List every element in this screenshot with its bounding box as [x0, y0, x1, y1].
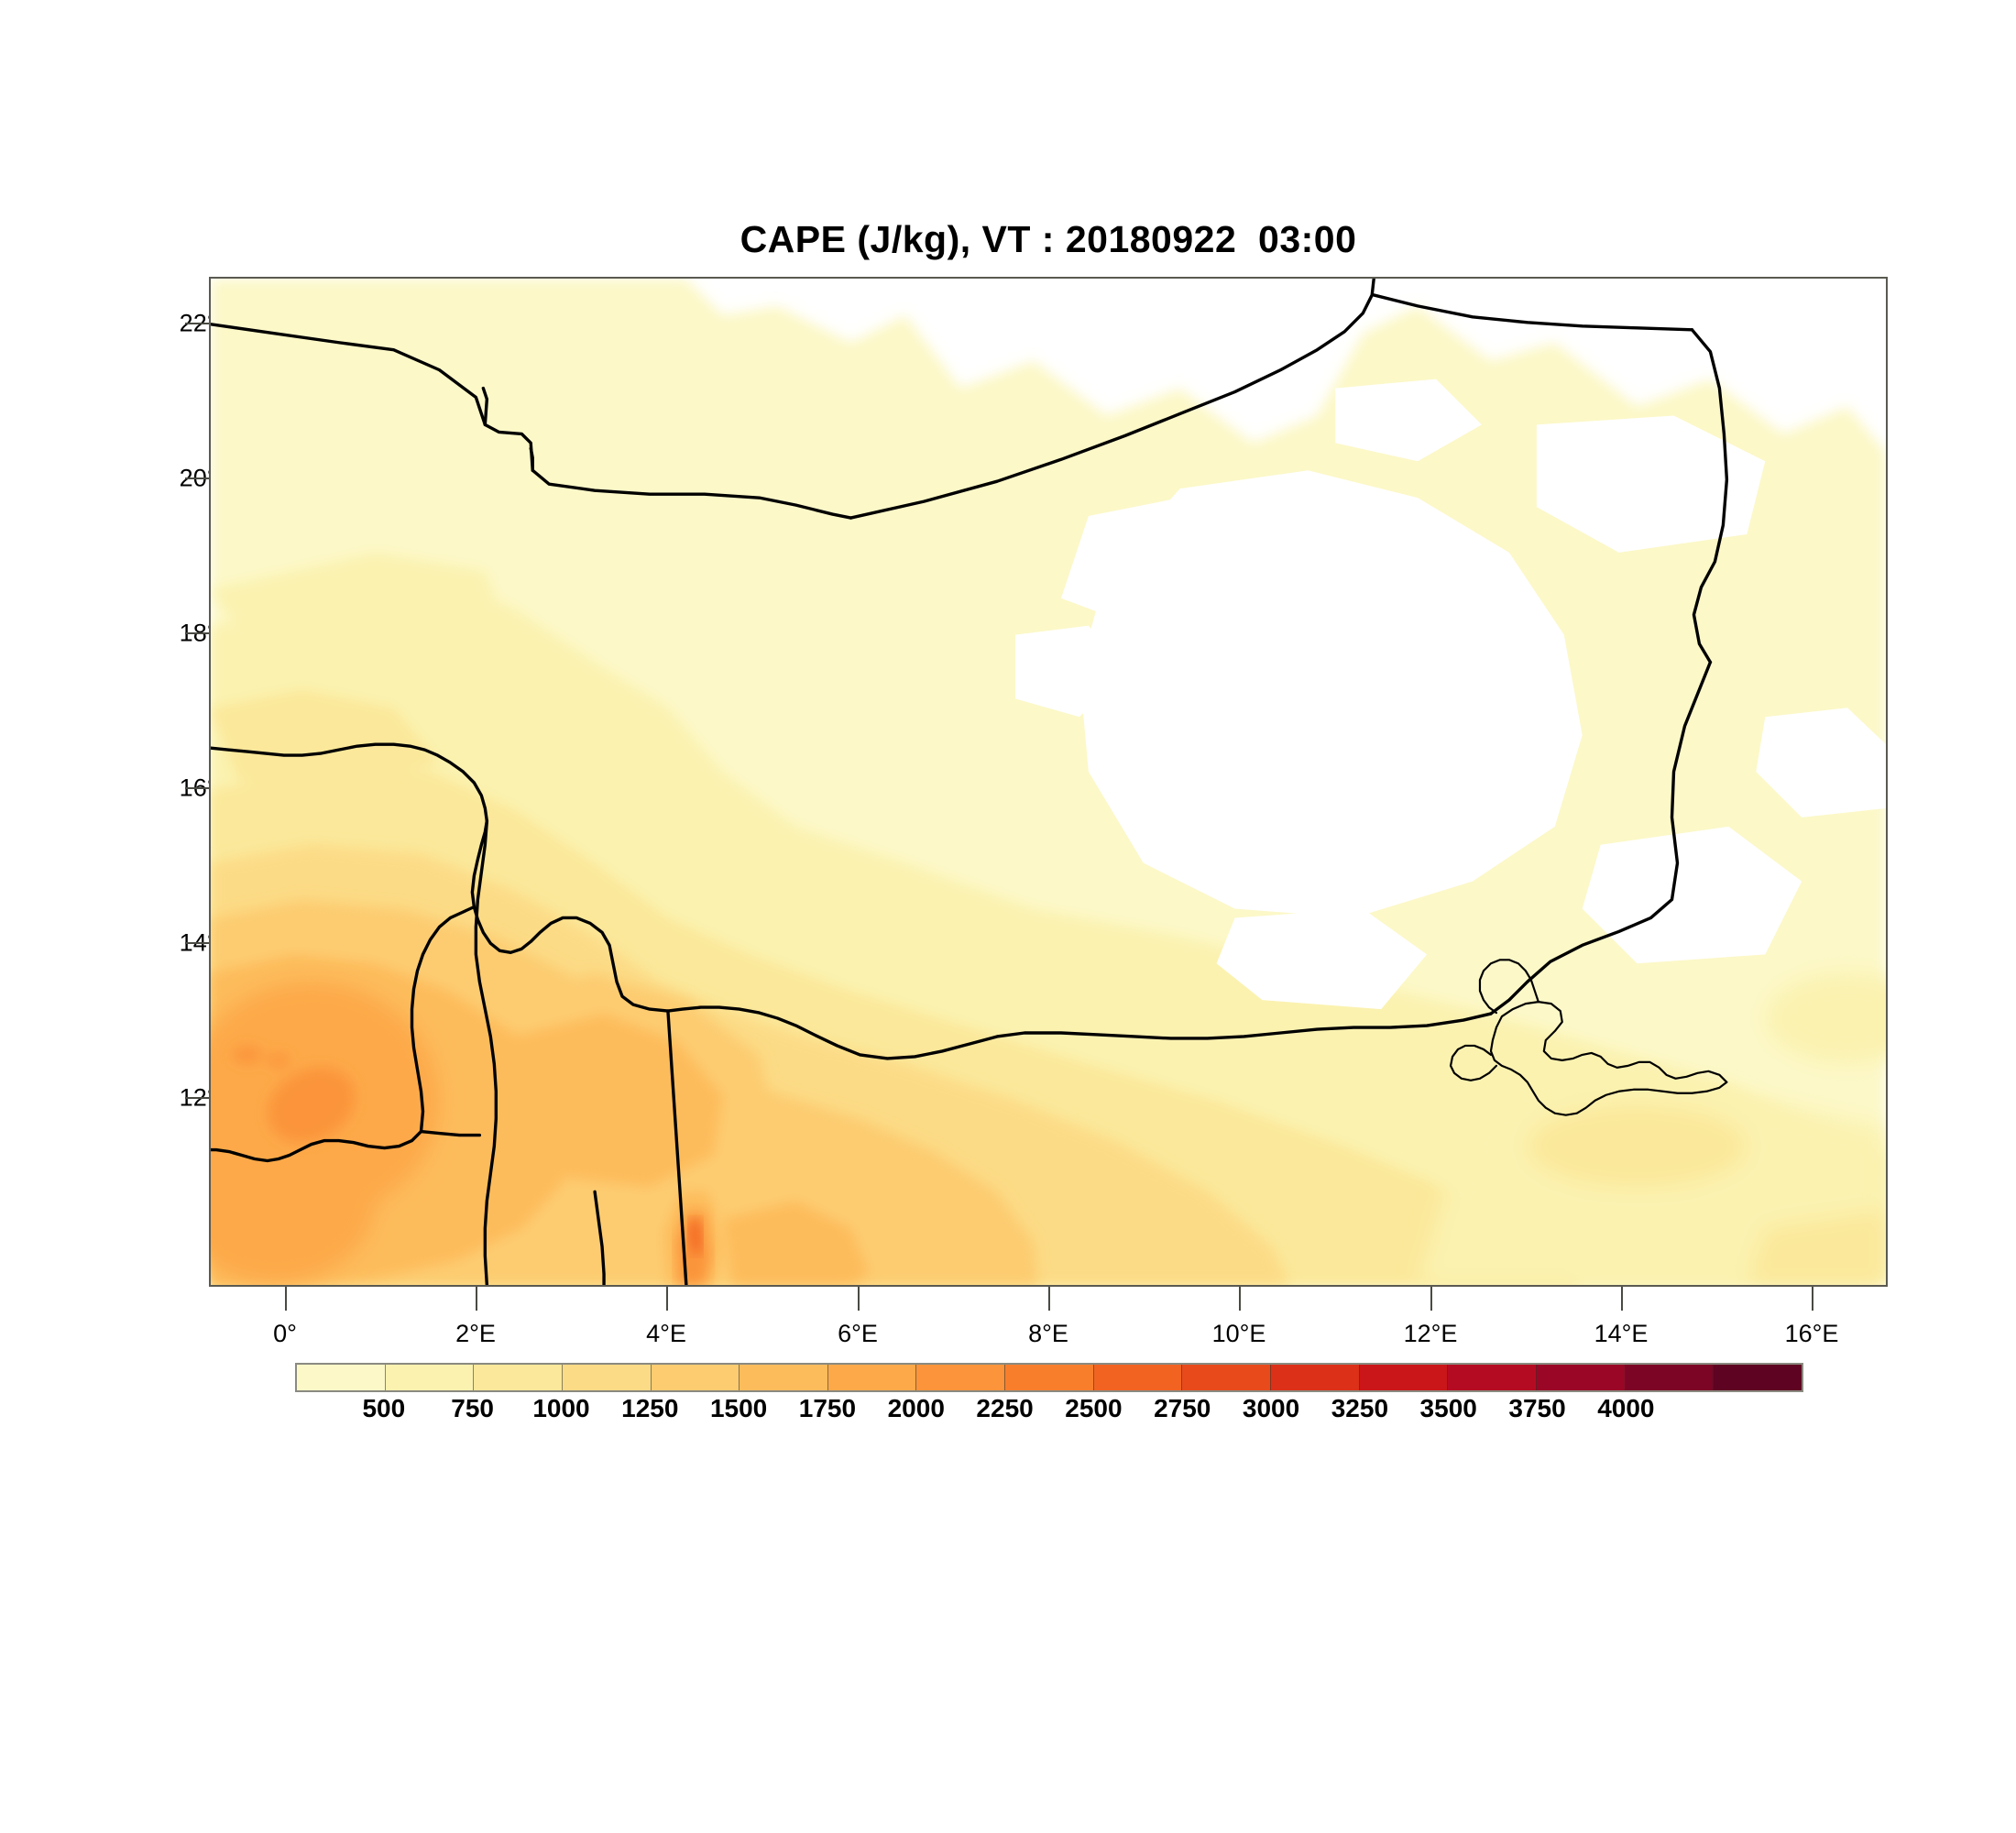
colorbar-tick-2500: 2500 [1065, 1394, 1123, 1422]
colorbar-segment-6 [827, 1365, 917, 1390]
lon-label-0: 0° [273, 1320, 297, 1347]
colorbar-tick-1750: 1750 [798, 1394, 857, 1422]
colorbar-tick-1250: 1250 [621, 1394, 679, 1422]
lon-tick-6E [858, 1287, 860, 1311]
colorbar-tick-500: 500 [362, 1394, 406, 1422]
lon-label-14E: 14°E [1594, 1320, 1649, 1347]
cape-unshaded-pockets [1015, 379, 1886, 1010]
lon-tick-4E [666, 1287, 668, 1311]
cape-contour-map [211, 279, 1886, 1285]
colorbar-tick-1000: 1000 [532, 1394, 590, 1422]
colorbar-segment-7 [916, 1365, 1006, 1390]
lake-chad-outline [1449, 959, 1728, 1116]
colorbar-segment-3 [562, 1365, 652, 1390]
colorbar-tick-1500: 1500 [709, 1394, 768, 1422]
colorbar-tick-3750: 3750 [1508, 1394, 1566, 1422]
colorbar-segment-11 [1271, 1365, 1360, 1390]
lat-tick-14N [185, 942, 209, 944]
map-plot-area [209, 277, 1888, 1287]
lon-label-12E: 12°E [1403, 1320, 1458, 1347]
cape-band-southeast-wash [1418, 972, 1886, 1285]
lat-tick-20N [185, 477, 209, 479]
lon-tick-12E [1430, 1287, 1432, 1311]
colorbar-tick-2250: 2250 [976, 1394, 1034, 1422]
lon-label-2E: 2°E [455, 1320, 496, 1347]
lon-tick-0 [285, 1287, 287, 1311]
colorbar-tick-3000: 3000 [1242, 1394, 1300, 1422]
colorbar-tick-2750: 2750 [1154, 1394, 1211, 1422]
lon-label-10E: 10°E [1211, 1320, 1266, 1347]
colorbar-segment-12 [1359, 1365, 1449, 1390]
colorbar-segment-4 [651, 1365, 740, 1390]
page-title: CAPE (J/kg), VT : 20180922 03:00 [740, 218, 1357, 260]
lat-tick-22N [185, 323, 209, 324]
colorbar-segment-16 [1714, 1365, 1802, 1390]
colorbar-segment-13 [1448, 1365, 1537, 1390]
country-borders [211, 279, 1729, 1285]
colorbar-tick-750: 750 [451, 1394, 494, 1422]
lon-label-6E: 6°E [838, 1320, 878, 1347]
colorbar-segment-0 [297, 1365, 386, 1390]
colorbar-segment-9 [1093, 1365, 1183, 1390]
colorbar-tick-2000: 2000 [887, 1394, 945, 1422]
colorbar-segment-1 [385, 1365, 475, 1390]
lon-tick-2E [476, 1287, 477, 1311]
colorbar-tick-3500: 3500 [1419, 1394, 1477, 1422]
lat-tick-18N [185, 632, 209, 634]
lon-label-4E: 4°E [646, 1320, 686, 1347]
colorbar[interactable]: 500 750 1000 1250 1500 1750 2000 2250 2500 2750 30… [295, 1363, 1803, 1422]
colorbar-segment-2 [474, 1365, 563, 1390]
lon-label-8E: 8°E [1028, 1320, 1068, 1347]
colorbar-segment-15 [1625, 1365, 1715, 1390]
colorbar-segment-10 [1182, 1365, 1272, 1390]
lon-tick-14E [1621, 1287, 1623, 1311]
lon-label-16E: 16°E [1784, 1320, 1839, 1347]
colorbar-segment-8 [1005, 1365, 1094, 1390]
lat-tick-12N [185, 1097, 209, 1099]
lon-tick-8E [1048, 1287, 1050, 1311]
lon-tick-10E [1239, 1287, 1241, 1311]
colorbar-tick-4000: 4000 [1597, 1394, 1655, 1422]
lat-tick-16N [185, 787, 209, 789]
cape-core-sw [232, 1046, 356, 1143]
lon-tick-16E [1812, 1287, 1813, 1311]
colorbar-segment-14 [1536, 1365, 1626, 1390]
colorbar-gradient[interactable] [295, 1363, 1803, 1392]
colorbar-tick-3250: 3250 [1331, 1394, 1389, 1422]
colorbar-segment-5 [740, 1365, 828, 1390]
